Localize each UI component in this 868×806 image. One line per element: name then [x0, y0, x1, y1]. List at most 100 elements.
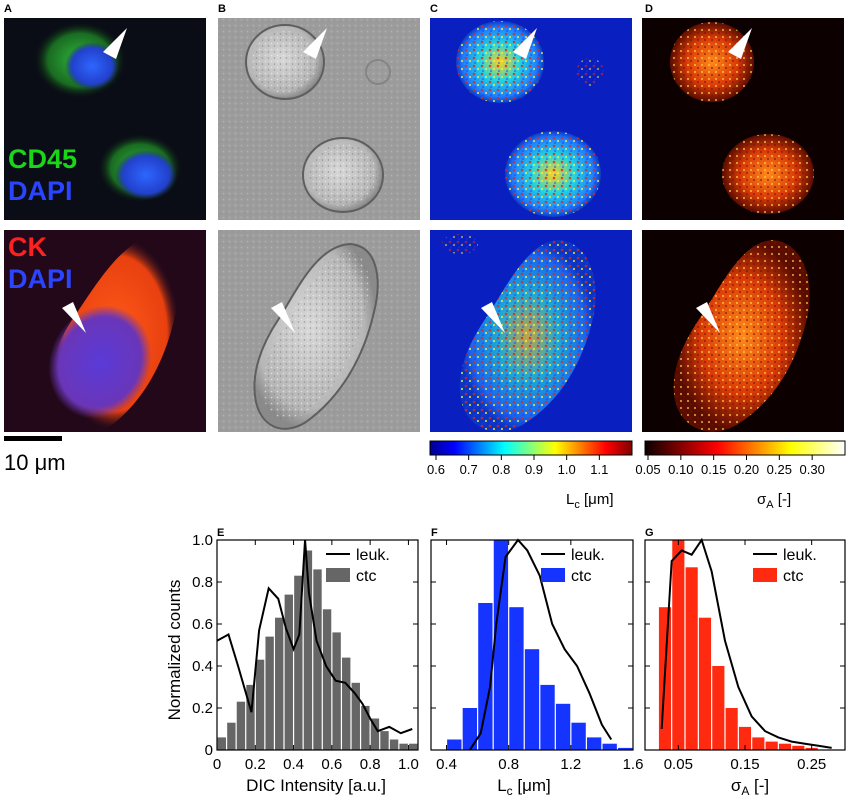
y-axis-label: Normalized counts — [165, 580, 184, 721]
ctc-bar — [217, 737, 226, 750]
ctc-bar — [409, 743, 418, 750]
arrowhead-b-bottom — [271, 302, 295, 333]
ctc-bar — [738, 726, 752, 750]
dapi-label-top: DAPI — [8, 176, 73, 206]
sigma-colorbar-tick-label: 0.20 — [734, 462, 759, 477]
ctc-bar — [246, 684, 255, 750]
panel-letter-d: D — [645, 3, 653, 15]
ctc-bar — [322, 609, 332, 750]
ctc-bar — [509, 607, 524, 750]
ctc-bar — [265, 636, 274, 750]
ctc-bar — [389, 739, 399, 750]
legend-ctc-label: ctc — [356, 568, 376, 585]
sigma-colorbar-tick-label: 0.30 — [800, 462, 825, 477]
x-tick-label: 0.8 — [360, 756, 381, 773]
legend-leuk-label: leuk. — [571, 547, 605, 564]
arrowheads — [62, 28, 752, 333]
leuk-line — [216, 539, 413, 735]
ctc-bar — [236, 701, 246, 750]
ctc-bar — [313, 569, 322, 750]
lc-colorbar-label: Lc [μm] — [566, 491, 613, 511]
ctc-bar — [698, 617, 712, 750]
sigma-map-leukocyte — [642, 18, 844, 220]
ctc-bar — [712, 666, 725, 750]
ctc-bar — [555, 703, 571, 750]
panel-letter-a: A — [4, 3, 12, 15]
leuk-line — [660, 537, 832, 749]
x-tick-label: 0.25 — [797, 756, 826, 773]
ctc-bar — [725, 708, 738, 750]
dic-leukocyte-image — [218, 18, 420, 220]
panel-letter-c: C — [430, 3, 438, 15]
legend-ctc-label: ctc — [571, 568, 591, 585]
ctc-bar — [571, 722, 586, 750]
ctc-bar — [447, 739, 462, 750]
ctc-bar — [672, 540, 685, 750]
y-tick-label: 0.6 — [192, 616, 213, 633]
ctc-bar — [462, 708, 478, 750]
y-tick-label: 0.4 — [192, 658, 213, 675]
x-tick-label: 0.15 — [730, 756, 759, 773]
legend-ctc-swatch — [753, 568, 777, 582]
ctc-bar — [792, 745, 805, 750]
ctc-bar — [586, 737, 602, 750]
plot-frame — [216, 539, 419, 751]
histogram-f: 0.4 0.8 1.2 1.6 leuk. ctc — [430, 538, 644, 773]
sigma-map-ctc — [642, 230, 844, 432]
ctc-bar — [361, 705, 370, 750]
x-tick-label: 0.4 — [436, 756, 457, 773]
sigma-colorbar-tick-label: 0.10 — [668, 462, 693, 477]
ctc-bar — [399, 743, 408, 750]
legend-ctc-swatch — [541, 568, 565, 582]
ctc-bar — [342, 657, 351, 750]
arrowhead-d-bottom — [696, 302, 720, 333]
lc-colorbar-tick-label: 0.9 — [525, 462, 543, 477]
histogram-g: 0.05 0.15 0.25 leuk. ctc — [644, 537, 846, 773]
histogram-e: 0 0.2 0.4 0.6 0.8 1.0 0 0.2 0.4 0.6 0.8 1.0 leuk. ctc — [192, 532, 419, 773]
arrowhead-b-top — [303, 28, 327, 59]
scale-bar-label: 10 μm — [4, 450, 66, 475]
ctc-bar — [493, 540, 509, 750]
sigma-colorbar-tick-label: 0.05 — [635, 462, 660, 477]
arrowhead-a-bottom — [62, 302, 86, 333]
sigma-colorbar-tick-label: 0.15 — [701, 462, 726, 477]
ctc-bar — [255, 659, 265, 750]
panel-letter-e: E — [217, 527, 224, 539]
scale-bar — [4, 436, 62, 441]
x-axis-label-f: Lc [μm] — [497, 776, 551, 798]
ctc-bar — [778, 743, 792, 750]
ctc-bar — [618, 747, 633, 750]
ctc-bar — [540, 684, 555, 750]
ctc-bar — [765, 741, 778, 750]
dapi-label-bottom: DAPI — [8, 264, 73, 294]
x-axis-label-g: σA [-] — [731, 776, 769, 798]
legend-ctc-swatch — [326, 568, 350, 582]
plot-frame — [430, 539, 634, 751]
x-tick-label: 0.8 — [498, 756, 519, 773]
x-tick-label: 0.05 — [664, 756, 693, 773]
arrowhead-a-top — [103, 28, 127, 59]
lc-map-ctc — [430, 230, 632, 432]
ctc-bar — [524, 649, 540, 750]
x-tick-label: 0.2 — [245, 756, 266, 773]
lc-colorbar-tick-label: 0.7 — [460, 462, 478, 477]
x-axis-label-e: DIC Intensity [a.u.] — [246, 776, 386, 795]
y-tick-label: 0.2 — [192, 700, 213, 717]
ctc-bar — [602, 743, 617, 750]
x-tick-label: 0 — [213, 756, 221, 773]
lc-colorbar-tick-label: 1.0 — [558, 462, 576, 477]
arrowhead-d-top — [728, 28, 752, 59]
panel-letter-b: B — [218, 3, 226, 15]
lc-colorbar-tick-label: 1.1 — [590, 462, 608, 477]
legend-leuk-label: leuk. — [356, 547, 390, 564]
sigma-colorbar-tick-label: 0.25 — [767, 462, 792, 477]
ctc-bar — [685, 567, 698, 750]
x-tick-label: 1.6 — [623, 756, 644, 773]
ctc-bar — [380, 731, 389, 750]
ctc-bar — [332, 632, 341, 750]
ck-label: CK — [8, 232, 47, 262]
ctc-bar — [275, 617, 284, 750]
y-tick-label: 1.0 — [192, 532, 213, 549]
y-tick-label: 0.8 — [192, 574, 213, 591]
